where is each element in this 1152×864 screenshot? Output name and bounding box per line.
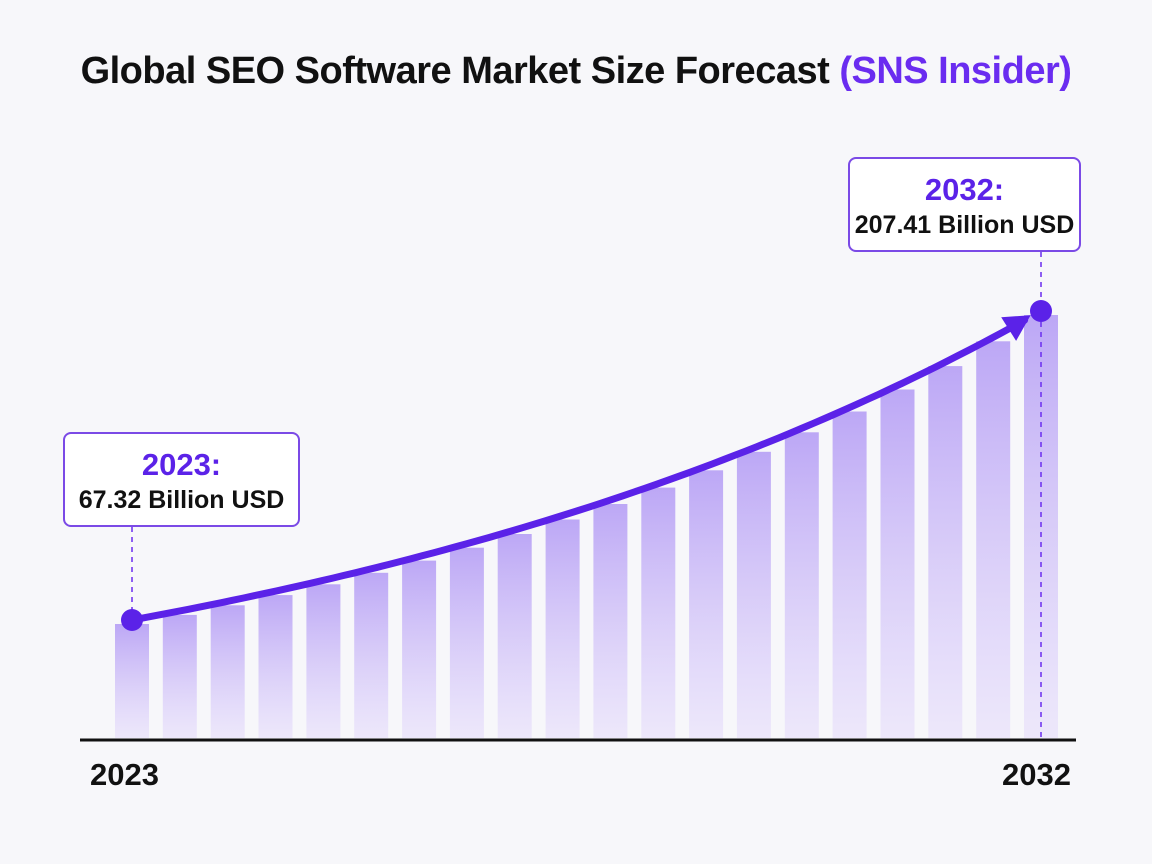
area-bar bbox=[402, 560, 437, 738]
area-bar bbox=[545, 519, 580, 738]
area-bar bbox=[449, 547, 484, 738]
callout-2023-value: 67.32 Billion USD bbox=[78, 486, 285, 514]
area-bar bbox=[115, 624, 149, 738]
area-bar bbox=[497, 534, 532, 738]
callout-2032: 2032: 207.41 Billion USD bbox=[848, 157, 1081, 252]
chart-title: Global SEO Software Market Size Forecast… bbox=[0, 50, 1152, 93]
x-tick-label: 2032 bbox=[1002, 757, 1071, 792]
area-bar bbox=[736, 451, 771, 738]
area-bar bbox=[641, 487, 676, 738]
x-tick-label: 2023 bbox=[90, 757, 159, 792]
callout-2032-value: 207.41 Billion USD bbox=[854, 211, 1075, 239]
area-bars bbox=[115, 315, 1058, 738]
area-bar bbox=[258, 595, 293, 738]
title-main: Global SEO Software Market Size Forecast bbox=[80, 50, 830, 92]
area-bar bbox=[928, 366, 963, 738]
area-bar bbox=[976, 341, 1011, 738]
title-source: (SNS Insider) bbox=[839, 50, 1072, 92]
area-bar bbox=[593, 504, 628, 738]
area-bar bbox=[306, 584, 341, 738]
area-bar bbox=[880, 389, 915, 738]
callout-2023: 2023: 67.32 Billion USD bbox=[63, 432, 300, 527]
data-point-2032 bbox=[1030, 300, 1052, 322]
area-bar bbox=[354, 572, 389, 738]
trend-curve bbox=[128, 316, 1029, 624]
data-point-2023 bbox=[121, 609, 143, 631]
callout-2023-year: 2023: bbox=[141, 447, 222, 482]
area-bar bbox=[210, 605, 245, 738]
area-bar bbox=[162, 614, 197, 738]
area-bar bbox=[832, 411, 867, 738]
area-bar bbox=[689, 470, 724, 738]
arrow-head-icon bbox=[1001, 315, 1031, 341]
area-bar bbox=[784, 432, 819, 738]
callout-2032-year: 2032: bbox=[924, 172, 1005, 207]
